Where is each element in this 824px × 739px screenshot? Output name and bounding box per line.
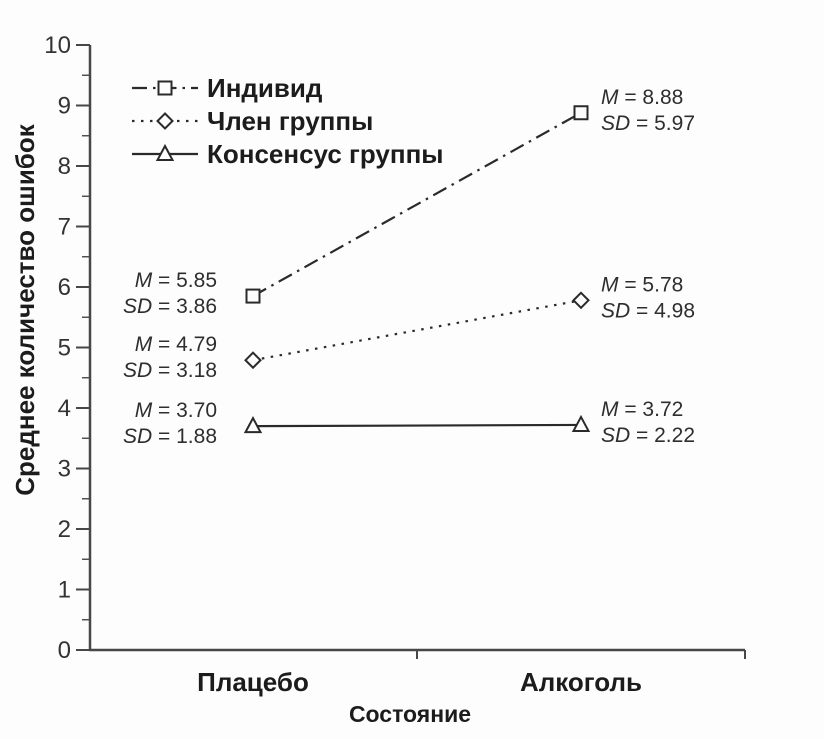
legend-item-label: Член группы (207, 106, 373, 136)
legend-triangle-marker (155, 143, 175, 161)
y-axis-tick-label: 7 (58, 214, 71, 241)
legend-item-label: Индивид (207, 73, 323, 103)
point-label-mean: M = 8.88 (601, 86, 683, 109)
point-label-sd: SD = 2.22 (601, 424, 695, 447)
y-axis-tick-label: 9 (58, 93, 71, 120)
point-label-sd: SD = 3.18 (123, 359, 217, 382)
point-label-mean: M = 4.79 (135, 333, 217, 356)
legend-square-marker (157, 80, 173, 96)
legend-diamond-marker (156, 112, 174, 130)
point-label-sd: SD = 3.86 (123, 295, 217, 318)
y-axis-tick-label: 1 (58, 577, 71, 604)
series-line (252, 111, 582, 298)
data-point-marker (245, 288, 261, 304)
data-point-marker (243, 416, 263, 434)
y-axis-tick-label: 8 (58, 153, 71, 180)
y-axis-tick-label: 2 (58, 516, 71, 543)
y-axis-tick-label: 6 (58, 274, 71, 301)
point-label-sd: SD = 4.98 (601, 299, 695, 322)
y-axis-title: Среднее количество ошибок (10, 123, 40, 496)
point-label-mean: M = 3.70 (135, 399, 217, 422)
x-axis-category-label: Алкоголь (520, 667, 642, 697)
legend-item-label: Консенсус группы (207, 139, 443, 169)
data-point-marker (244, 351, 262, 370)
data-point-marker (573, 105, 589, 121)
y-axis-tick-label: 4 (58, 395, 71, 422)
point-label-sd: SD = 1.88 (123, 425, 217, 448)
series-line (252, 299, 582, 362)
data-point-marker (571, 414, 591, 432)
point-label-mean: M = 3.72 (601, 398, 683, 421)
y-axis-tick-label: 5 (58, 335, 71, 362)
x-axis-category-label: Плацебо (197, 667, 309, 697)
series-line (252, 423, 582, 428)
y-axis-tick-label: 0 (58, 637, 71, 664)
point-label-mean: M = 5.85 (135, 269, 217, 292)
y-axis-tick-label: 3 (58, 456, 71, 483)
y-axis-tick-label: 10 (44, 32, 71, 59)
point-label-sd: SD = 5.97 (601, 112, 695, 135)
point-label-mean: M = 5.78 (601, 273, 683, 296)
x-axis-title: Состояние (349, 701, 471, 727)
data-point-marker (572, 291, 590, 310)
